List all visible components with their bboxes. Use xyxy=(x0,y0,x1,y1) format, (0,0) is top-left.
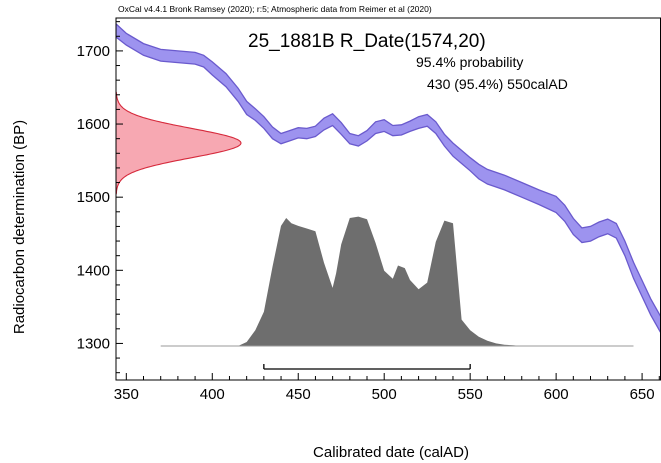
x-tick-label: 650 xyxy=(630,386,655,403)
x-axis-label: Calibrated date (calAD) xyxy=(313,444,469,461)
y-axis-label: Radiocarbon determination (BP) xyxy=(11,120,28,334)
calibration-curve-upper xyxy=(116,23,661,318)
y-tick-label: 1600 xyxy=(77,116,110,133)
chart-title: 25_1881B R_Date(1574,20) xyxy=(248,31,486,52)
plot-area xyxy=(116,23,661,370)
calibration-curve-lower xyxy=(116,36,661,334)
clipped-plot xyxy=(116,23,661,370)
x-tick-label: 450 xyxy=(286,386,311,403)
y-tick-label: 1500 xyxy=(77,189,110,206)
x-tick-label: 500 xyxy=(372,386,397,403)
radiocarbon-distribution-outline xyxy=(116,91,242,195)
y-tick-label: 1300 xyxy=(77,335,110,352)
chart-header: OxCal v4.4.1 Bronk Ramsey (2020); r:5; A… xyxy=(118,4,432,14)
calibration-curve-band xyxy=(116,23,661,334)
y-tick-label: 1400 xyxy=(77,262,110,279)
probability-label: 95.4% probability xyxy=(416,54,523,70)
x-tick-label: 550 xyxy=(458,386,483,403)
axes: 350 400 450 500 550 600 650 1300 1400 1500 1600 170… xyxy=(77,17,661,403)
range-label: 430 (95.4%) 550calAD xyxy=(427,76,568,92)
radiocarbon-distribution xyxy=(116,91,241,195)
y-tick-label: 1700 xyxy=(77,43,110,60)
x-tick-label: 600 xyxy=(544,386,569,403)
posterior-distribution xyxy=(160,216,634,346)
x-tick-label: 350 xyxy=(114,386,139,403)
x-tick-label: 400 xyxy=(200,386,225,403)
